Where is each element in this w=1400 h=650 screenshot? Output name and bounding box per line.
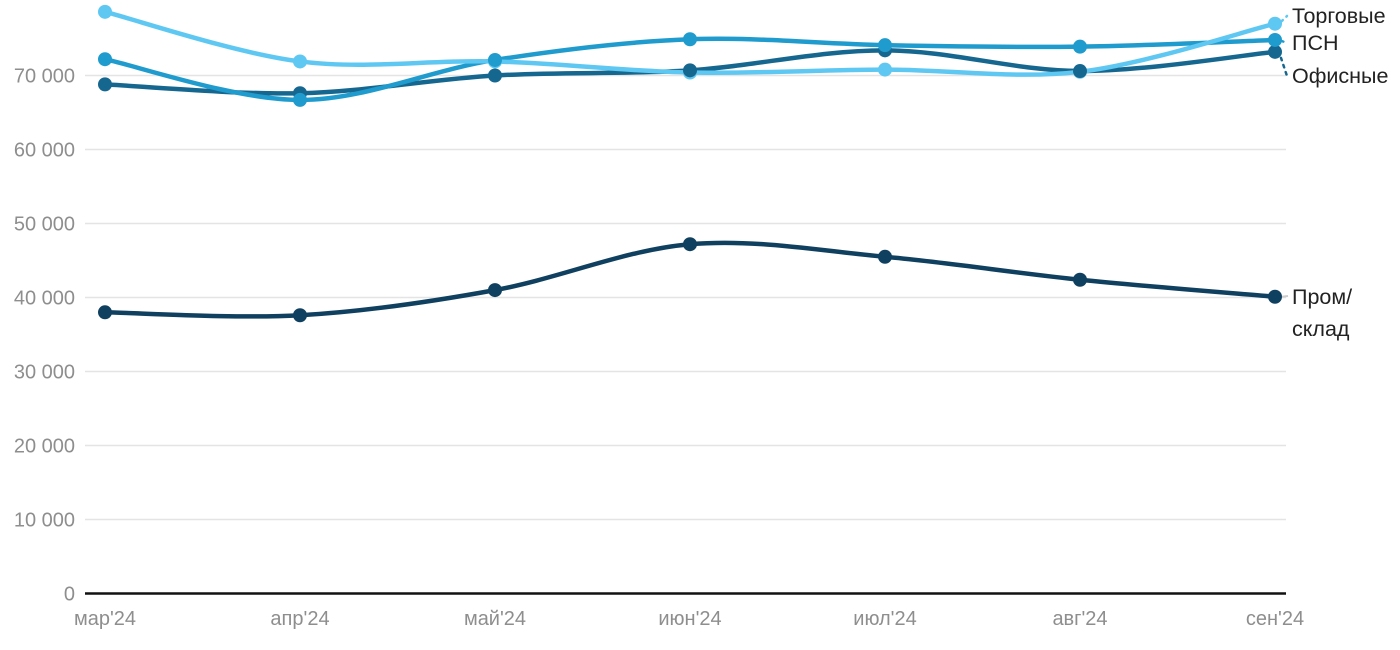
x-tick-label: июл'24 [853,608,916,630]
x-tick-label: авг'24 [1052,608,1107,630]
series-point-1[interactable] [1268,32,1282,47]
series-point-2[interactable] [1073,64,1087,79]
series-point-1[interactable] [878,38,892,53]
series-point-3[interactable] [1268,289,1282,304]
x-tick-label: мар'24 [74,608,136,630]
series-point-0[interactable] [878,62,892,77]
series-point-1[interactable] [488,52,502,67]
series-point-3[interactable] [1073,272,1087,287]
x-tick-label: апр'24 [270,608,329,630]
y-tick-label: 70 000 [14,66,75,88]
series-point-1[interactable] [683,32,697,47]
series-point-3[interactable] [488,283,502,298]
series-point-1[interactable] [293,92,307,107]
series-point-0[interactable] [1268,16,1282,31]
series-point-1[interactable] [98,52,112,67]
series-point-3[interactable] [98,305,112,320]
series-point-2[interactable] [488,68,502,83]
series-point-0[interactable] [98,4,112,19]
x-tick-label: май'24 [464,608,526,630]
y-tick-label: 20 000 [14,436,75,458]
series-point-3[interactable] [683,237,697,252]
y-tick-label: 40 000 [14,288,75,310]
series-point-2[interactable] [683,63,697,78]
series-point-0[interactable] [293,54,307,69]
y-tick-label: 0 [64,584,75,606]
leader-line-1 [1279,39,1289,45]
series-point-2[interactable] [98,77,112,92]
series-point-3[interactable] [878,249,892,264]
y-tick-label: 10 000 [14,510,75,532]
leader-line-2 [1279,56,1289,78]
series-line-3 [102,240,1278,319]
series-end-label-0: Торговые [1292,4,1386,28]
leader-line-0 [1279,14,1289,24]
series-end-label-2: Офисные [1292,64,1388,88]
x-tick-label: июн'24 [658,608,721,630]
series-end-label-3: склад [1292,317,1350,341]
series-end-label-3: Пром/ [1292,285,1352,309]
y-tick-label: 50 000 [14,214,75,236]
leader-line-3 [1281,295,1289,298]
series-point-3[interactable] [293,308,307,323]
series-point-1[interactable] [1073,39,1087,54]
y-tick-label: 60 000 [14,140,75,162]
series-point-2[interactable] [1268,44,1282,59]
x-tick-label: сен'24 [1246,608,1304,630]
y-tick-label: 30 000 [14,362,75,384]
series-end-label-1: ПСН [1292,31,1339,55]
